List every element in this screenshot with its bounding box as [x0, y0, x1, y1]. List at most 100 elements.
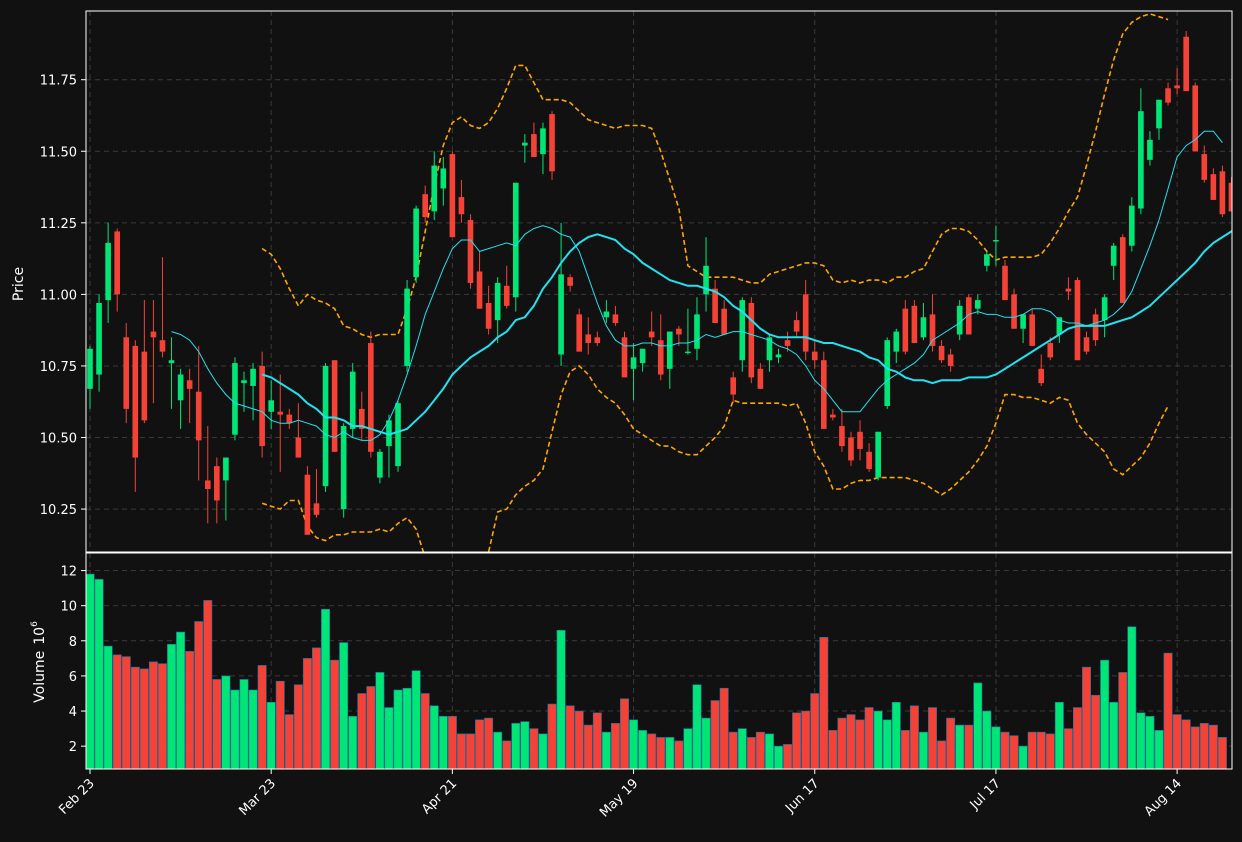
candle: [549, 111, 555, 180]
volume-bar: [275, 680, 285, 769]
candle-body: [168, 360, 175, 364]
volume-bar: [1217, 737, 1227, 769]
candle: [965, 294, 972, 335]
volume-bar: [348, 716, 358, 769]
price-tick-label: 11.25: [40, 217, 77, 232]
candle: [1083, 331, 1090, 355]
volume-bar: [411, 670, 421, 769]
candle-body: [96, 302, 102, 375]
candle-body: [893, 331, 900, 352]
volume-bar: [601, 731, 611, 769]
volume-bar: [221, 675, 231, 769]
candle-body: [1029, 314, 1035, 346]
bollinger-bands: [261, 13, 1169, 552]
candle-body: [141, 351, 148, 421]
volume-bar: [828, 730, 838, 769]
volume-bar: [420, 693, 430, 769]
candle: [377, 448, 383, 484]
volume-bar: [293, 684, 303, 769]
volume-bar: [1181, 719, 1191, 769]
volume-bar: [103, 645, 113, 769]
volume-bar: [1109, 701, 1119, 769]
candle-body: [494, 282, 501, 321]
candle-body: [1219, 171, 1226, 215]
candle: [1219, 165, 1226, 218]
volume-bar: [683, 728, 693, 769]
volume-bar: [846, 714, 856, 769]
candle-body: [250, 368, 256, 386]
candle: [313, 468, 320, 518]
volume-bar: [1045, 733, 1055, 769]
candle-body: [956, 305, 963, 335]
volume-bar: [592, 712, 602, 769]
candle: [793, 311, 800, 338]
candle-body: [232, 363, 238, 435]
candle: [594, 331, 601, 346]
candle: [105, 222, 111, 324]
volume-bar: [719, 687, 729, 769]
candle-body: [1228, 182, 1232, 212]
volume-bar: [1000, 731, 1010, 769]
price-tick-label: 10.50: [40, 432, 77, 447]
candle-body: [512, 182, 519, 298]
volume-bar: [701, 717, 711, 769]
candle-body: [1147, 139, 1153, 160]
candle: [558, 222, 564, 366]
price-tick-label: 11.00: [40, 288, 77, 303]
volume-axis-label: Volume 106: [30, 621, 48, 703]
volume-bar: [665, 737, 675, 769]
candle-body: [268, 400, 274, 412]
volume-bar: [873, 710, 883, 769]
candle-body: [757, 368, 764, 389]
candle: [413, 205, 419, 283]
volume-bar: [502, 740, 512, 769]
volume-bar: [918, 731, 928, 769]
volume-bar: [1208, 724, 1218, 769]
volume-bar: [900, 730, 910, 769]
candle-body: [204, 480, 211, 490]
volume-bar: [330, 659, 340, 769]
volume-bar: [438, 716, 448, 769]
candle: [368, 331, 374, 458]
candle-body: [1174, 85, 1180, 89]
volume-bar: [158, 663, 167, 769]
candle-body: [784, 340, 791, 346]
candles: [87, 31, 1232, 535]
volume-bar: [248, 689, 258, 769]
candle-body: [177, 374, 184, 401]
candle: [204, 426, 211, 524]
candle-body: [1074, 280, 1081, 361]
bollinger-lower-band: [261, 364, 1169, 552]
candle: [748, 297, 755, 384]
volume-bar: [130, 666, 140, 769]
price-tick-label: 11.50: [40, 145, 77, 160]
candle: [911, 300, 918, 344]
volume-bar: [484, 717, 494, 769]
volume-bar: [402, 687, 412, 769]
volume-bar: [429, 705, 439, 769]
candle: [531, 122, 537, 157]
price-tick-label: 11.75: [40, 74, 77, 89]
candle: [404, 280, 410, 372]
candle: [694, 297, 700, 361]
candle-body: [594, 337, 601, 344]
candle: [494, 277, 501, 344]
candle-body: [1065, 288, 1072, 292]
candle: [947, 348, 954, 372]
candle-body: [965, 297, 972, 335]
candle-body: [440, 168, 447, 189]
candle: [1065, 277, 1072, 301]
volume-bar: [810, 693, 820, 769]
candle: [141, 300, 148, 424]
volume-bar: [384, 707, 394, 769]
volume-bar: [1163, 652, 1173, 769]
candle: [241, 371, 247, 412]
volume-bar: [375, 672, 385, 769]
volume-bar: [212, 679, 222, 769]
candle: [630, 343, 637, 401]
candle: [1038, 354, 1045, 386]
candle-body: [848, 437, 854, 461]
volume-bar: [937, 740, 947, 769]
volume-bar: [774, 745, 783, 769]
candle-body: [1092, 314, 1099, 341]
